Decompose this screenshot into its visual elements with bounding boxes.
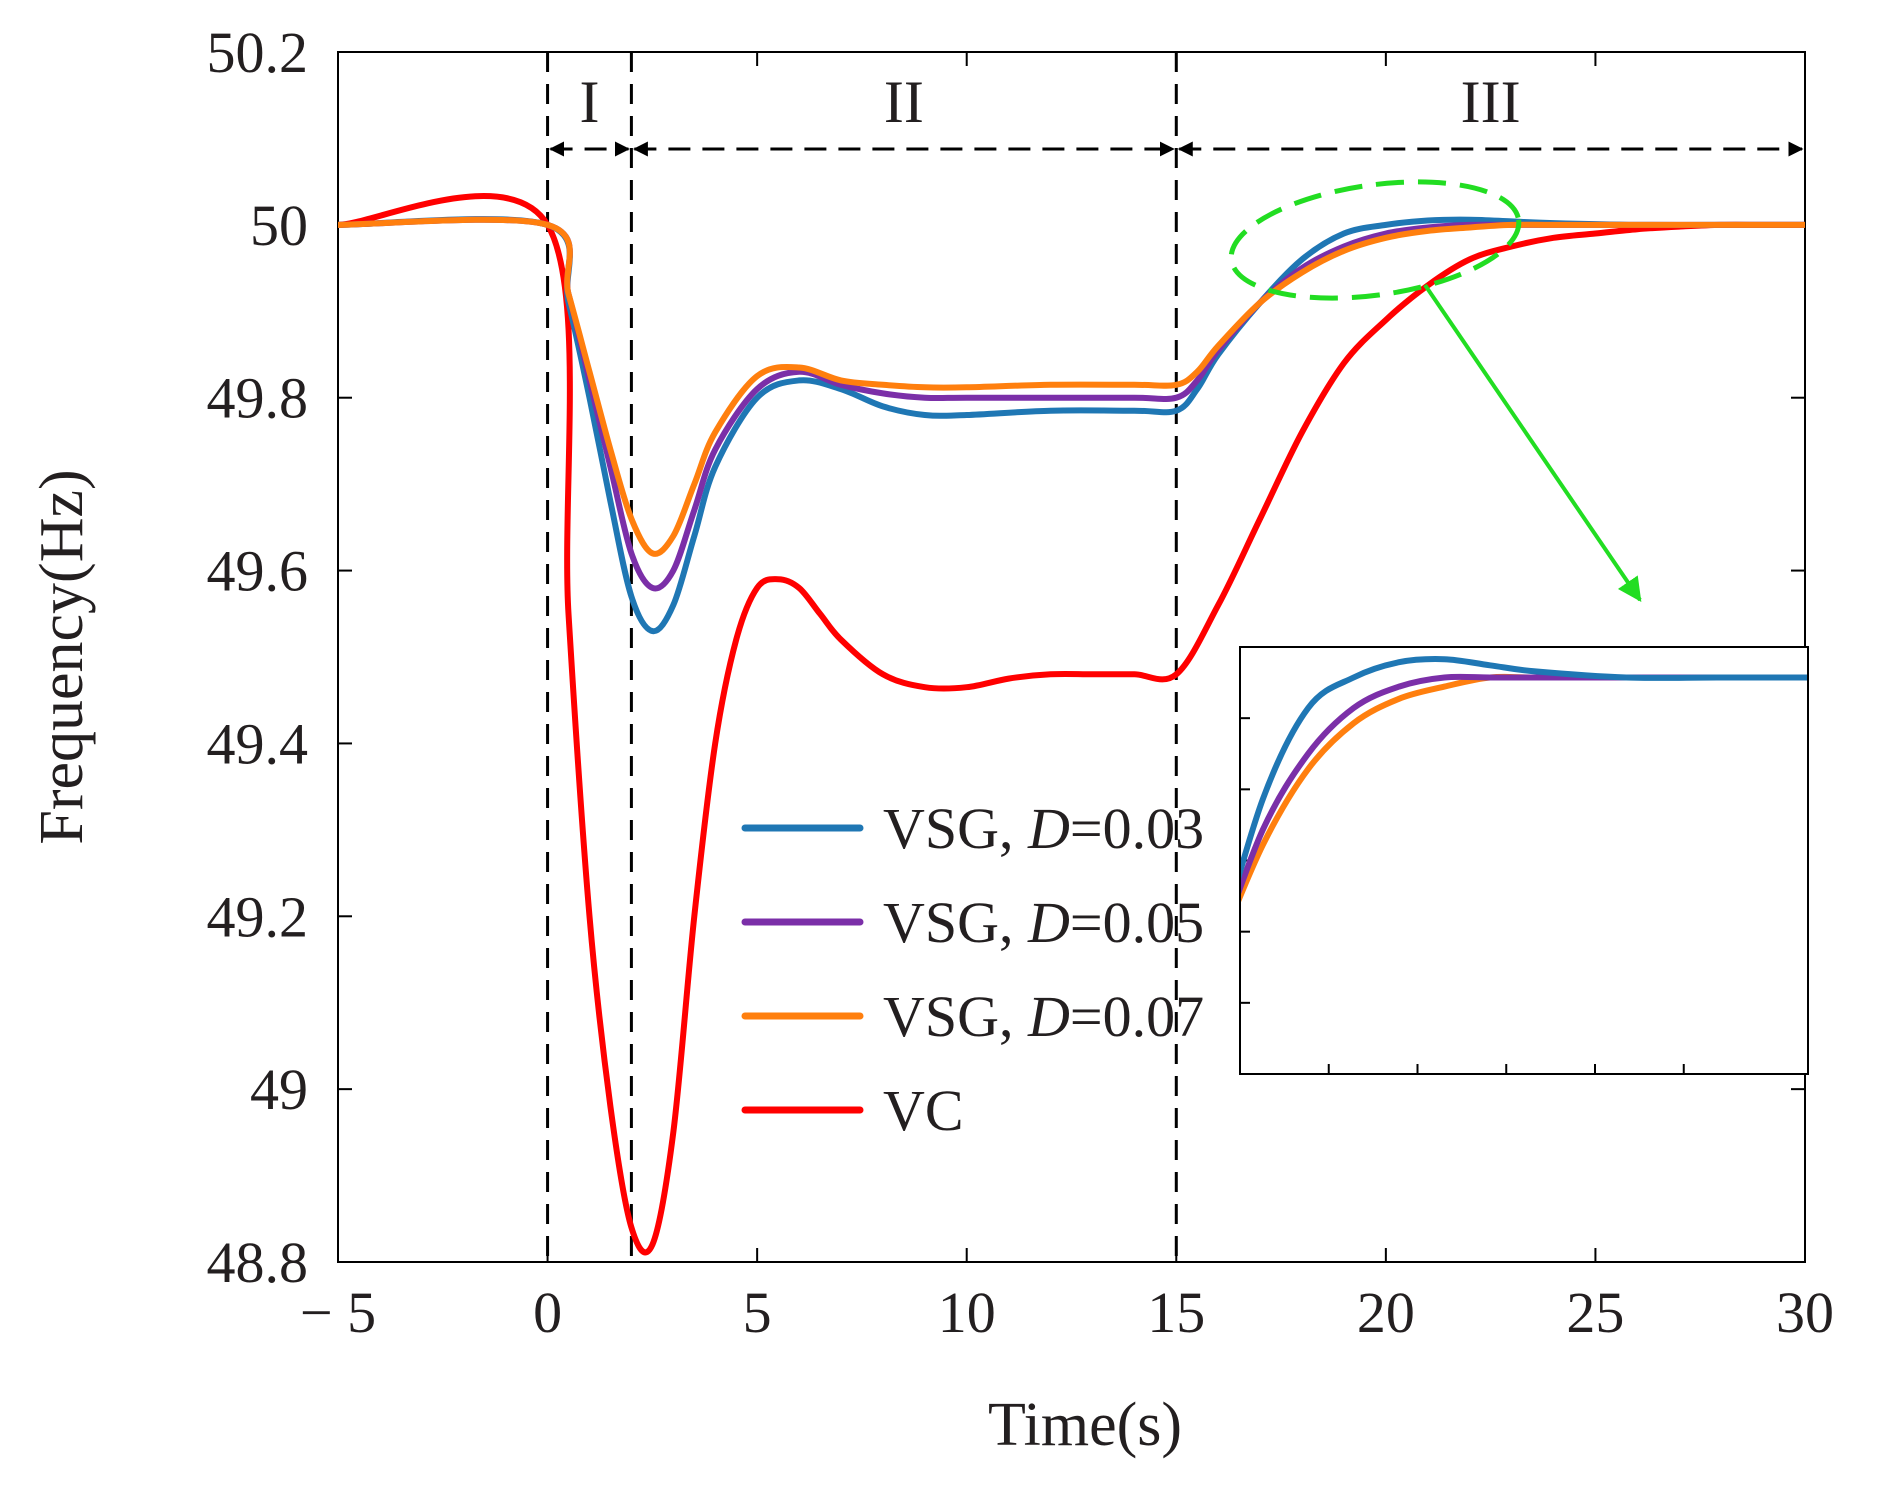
y-tick-label: 50.2 (207, 20, 309, 85)
x-axis-title: Time(s) (988, 1391, 1182, 1459)
x-tick-label: 10 (938, 1280, 996, 1345)
y-tick-label: 49.2 (207, 884, 309, 949)
series-line (338, 193, 1805, 1256)
zoom-highlight-ellipse (1228, 179, 1522, 301)
x-tick-label: 0 (533, 1280, 562, 1345)
legend-label-italic: D (1027, 796, 1070, 861)
zoom-inset-frame (1239, 646, 1809, 1075)
legend-label-suffix: =0.07 (1070, 984, 1204, 1049)
region-label: III (1461, 69, 1521, 135)
y-tick-label: 49.8 (207, 366, 309, 431)
zoom-inset-background (1240, 647, 1808, 1074)
x-tick-label: 5 (743, 1280, 772, 1345)
region-dividers (546, 52, 1178, 1262)
y-tick-labels: 48.8 49 49.2 49.4 49.6 49.8 50 50.2 (207, 20, 309, 1295)
region-label: II (884, 69, 924, 135)
region-label: I (579, 69, 599, 135)
legend-label-prefix: VSG, (883, 890, 1028, 955)
legend-label: VC (883, 1078, 964, 1143)
legend-label-italic: D (1027, 984, 1070, 1049)
x-tick-label: 20 (1357, 1280, 1415, 1345)
y-tick-label: 48.8 (207, 1230, 309, 1295)
legend-label-suffix: =0.03 (1070, 796, 1204, 861)
inset-series-line (1240, 656, 1808, 883)
region-labels: I II III (579, 69, 1520, 135)
series-line (338, 216, 1805, 635)
x-tick-label: 25 (1566, 1280, 1624, 1345)
x-tick-label: 30 (1776, 1280, 1834, 1345)
zoom-pointer-arrow (1423, 283, 1642, 602)
series-line (338, 216, 1805, 592)
x-tick-label: − 5 (300, 1280, 376, 1345)
series-line (338, 216, 1805, 557)
y-axis-title: Frequency(Hz) (28, 469, 96, 844)
legend-label: VSG, D=0.07 (883, 984, 1204, 1049)
legend-label-prefix: VSG, (883, 796, 1028, 861)
inset-lines (1240, 656, 1808, 905)
legend-label: VSG, D=0.05 (883, 890, 1204, 955)
legend-label-prefix: VSG, (883, 984, 1028, 1049)
y-tick-label: 49.6 (207, 539, 309, 604)
y-tick-label: 49 (250, 1057, 308, 1122)
x-tick-labels: − 5 0 5 10 15 20 25 30 (300, 1280, 1834, 1345)
legend-label-suffix: =0.05 (1070, 890, 1204, 955)
legend-label: VSG, D=0.03 (883, 796, 1204, 861)
series-lines (338, 193, 1805, 1256)
y-tick-label: 50 (250, 193, 308, 258)
legend-label-italic: D (1027, 890, 1070, 955)
y-tick-label: 49.4 (207, 711, 309, 776)
legend-label-prefix: VC (883, 1078, 964, 1143)
x-tick-label: 15 (1147, 1280, 1205, 1345)
